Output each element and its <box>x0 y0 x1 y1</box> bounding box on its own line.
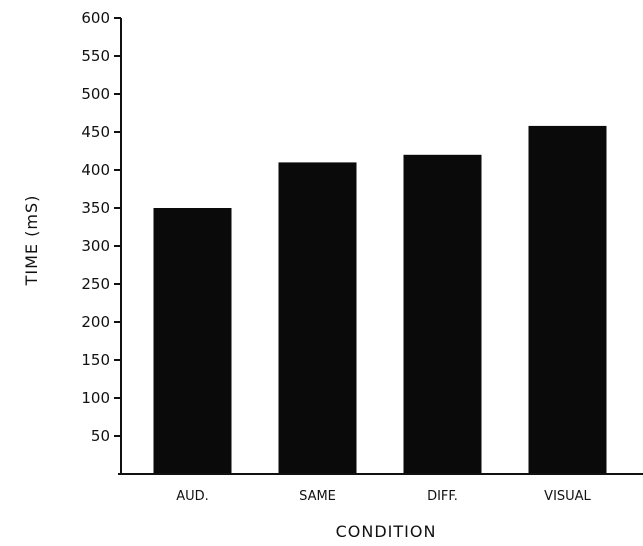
y-tick-label: 250 <box>81 275 110 293</box>
y-tick-label: 450 <box>81 123 110 141</box>
x-tick-label: DIFF. <box>427 489 458 504</box>
x-axis-tick-labels: AUD. SAME DIFF. VISUAL <box>176 489 591 504</box>
bar-aud <box>153 208 232 474</box>
x-tick-label: AUD. <box>176 489 209 504</box>
y-axis-ticks: 50 100 150 200 250 300 350 400 450 500 550 600 <box>81 9 121 445</box>
y-tick-label: 200 <box>81 313 110 331</box>
x-tick-label: SAME <box>299 489 336 504</box>
y-tick-label: 50 <box>91 427 110 445</box>
y-axis-title: TIME (mS) <box>22 195 41 287</box>
y-tick-label: 550 <box>81 47 110 65</box>
y-tick-label: 300 <box>81 237 110 255</box>
bars <box>153 125 607 475</box>
x-axis-title: CONDITION <box>336 522 437 541</box>
y-tick-label: 100 <box>81 389 110 407</box>
y-tick-label: 350 <box>81 199 110 217</box>
y-tick-label: 150 <box>81 351 110 369</box>
bar-visual <box>528 125 607 475</box>
y-tick-label: 500 <box>81 85 110 103</box>
y-tick-label: 400 <box>81 161 110 179</box>
y-tick-label: 600 <box>81 9 110 27</box>
bar-same <box>278 162 357 474</box>
x-tick-label: VISUAL <box>544 489 591 504</box>
bar-diff <box>403 154 482 475</box>
